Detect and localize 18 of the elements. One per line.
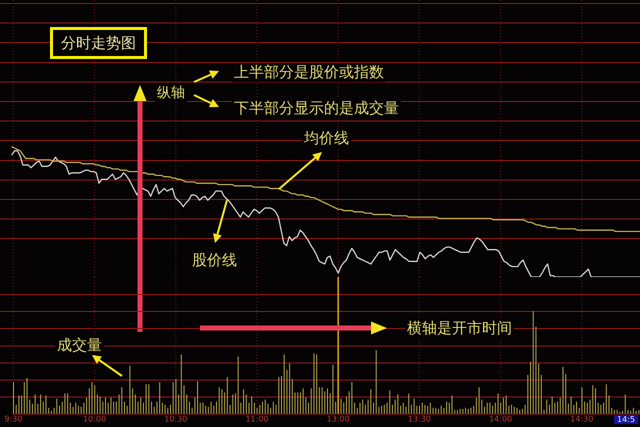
text: 14:5 (617, 415, 635, 424)
x-tick-label: 14:00 (489, 414, 512, 424)
annotation: 股价线 (192, 251, 237, 269)
text: 纵轴 (157, 85, 185, 101)
x-tick-label: 13:00 (326, 414, 350, 424)
annotation: 成交量 (57, 336, 102, 354)
x-tick-label: 14:30 (570, 414, 594, 424)
text: 上半部分是股价或指数 (234, 63, 384, 81)
chart-title: 分时走势图 (61, 34, 136, 52)
x-tick-label: 10:00 (83, 414, 106, 424)
text: 下半部分显示的是成交量 (234, 99, 399, 117)
x-tick-label: 10:30 (164, 414, 188, 424)
annotation: 横轴是开市时间 (407, 319, 512, 337)
x-tick-label: 11:00 (245, 414, 269, 424)
x-tick-label: 9:30 (4, 414, 22, 424)
x-tick-label: 13:30 (408, 414, 431, 424)
annotation: 均价线 (304, 129, 349, 147)
title-frame: 分时走势图 (50, 27, 147, 59)
